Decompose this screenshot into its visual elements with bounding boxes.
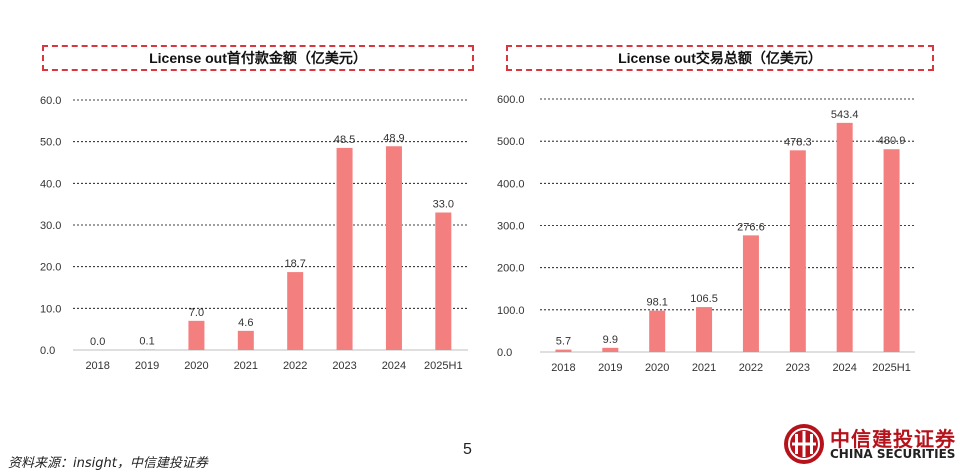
upfront-payment-data-label: 33.0 bbox=[433, 199, 454, 211]
total-deal-value-data-label: 480.9 bbox=[878, 135, 906, 147]
right-chart-title: License out交易总额（亿美元） bbox=[506, 45, 934, 71]
upfront-payment-x-tick-label: 2025H1 bbox=[424, 360, 463, 372]
left-chart-title: License out首付款金额（亿美元） bbox=[42, 45, 474, 71]
total-deal-value-bar bbox=[883, 149, 900, 352]
upfront-payment-x-tick-label: 2020 bbox=[184, 360, 208, 372]
total-deal-value-data-label: 5.7 bbox=[556, 336, 571, 348]
source-footnote: 资料来源：insight，中信建投证券 bbox=[8, 456, 208, 471]
upfront-payment-bar bbox=[287, 272, 304, 350]
china-securities-logo-mark-icon bbox=[784, 424, 824, 464]
upfront-payment-x-tick-label: 2021 bbox=[234, 360, 258, 372]
total-deal-value-bar bbox=[836, 122, 853, 352]
total-deal-value-bar bbox=[742, 235, 759, 352]
upfront-payment-data-label: 48.5 bbox=[334, 134, 355, 146]
upfront-payment-y-tick-label: 10.0 bbox=[40, 303, 61, 315]
upfront-payment-y-tick-label: 30.0 bbox=[40, 220, 61, 232]
upfront-payment-y-tick-label: 60.0 bbox=[40, 95, 61, 107]
total-deal-value-bar bbox=[696, 307, 713, 352]
brand-name-en: CHINA SECURITIES bbox=[830, 447, 956, 461]
upfront-payment-data-label: 0.1 bbox=[139, 336, 154, 348]
upfront-payment-data-label: 18.7 bbox=[284, 258, 305, 270]
total-deal-value-y-tick-label: 0.0 bbox=[497, 347, 512, 359]
upfront-payment-data-label: 48.9 bbox=[383, 132, 404, 144]
upfront-payment-data-label: 4.6 bbox=[238, 317, 253, 329]
upfront-payment-y-tick-label: 50.0 bbox=[40, 137, 61, 149]
total-deal-value-bar bbox=[649, 310, 666, 352]
total-deal-value-y-tick-label: 400.0 bbox=[497, 178, 525, 190]
upfront-payment-data-label: 7.0 bbox=[189, 307, 204, 319]
total-deal-value-x-tick-label: 2020 bbox=[645, 362, 669, 374]
total-deal-value-x-tick-label: 2018 bbox=[551, 362, 575, 374]
total-deal-value-data-label: 9.9 bbox=[603, 334, 618, 346]
total-deal-value-x-tick-label: 2022 bbox=[739, 362, 763, 374]
total-deal-value-bar bbox=[602, 347, 619, 352]
total-deal-value-x-tick-label: 2024 bbox=[832, 362, 856, 374]
total-deal-value-x-tick-label: 2025H1 bbox=[872, 362, 911, 374]
upfront-payment-bar bbox=[336, 147, 353, 350]
upfront-payment-y-tick-label: 20.0 bbox=[40, 262, 61, 274]
total-deal-value-y-tick-label: 100.0 bbox=[497, 305, 525, 317]
total-deal-value-data-label: 543.4 bbox=[831, 109, 859, 121]
upfront-payment-bar bbox=[385, 146, 402, 350]
page-number: 5 bbox=[463, 441, 472, 458]
total-deal-value-y-tick-label: 600.0 bbox=[497, 94, 525, 106]
total-deal-value-x-tick-label: 2023 bbox=[786, 362, 810, 374]
upfront-payment-data-label: 0.0 bbox=[90, 336, 105, 348]
total-deal-value-bar bbox=[789, 150, 806, 352]
total-deal-value-y-tick-label: 500.0 bbox=[497, 136, 525, 148]
total-deal-value-data-label: 106.5 bbox=[690, 293, 718, 305]
upfront-payment-x-tick-label: 2018 bbox=[85, 360, 109, 372]
total-deal-value-data-label: 478.3 bbox=[784, 136, 812, 148]
upfront-payment-y-tick-label: 40.0 bbox=[40, 178, 61, 190]
total-deal-value-data-label: 276.6 bbox=[737, 221, 765, 233]
upfront-payment-bar bbox=[237, 330, 254, 350]
total-deal-value-y-tick-label: 200.0 bbox=[497, 263, 525, 275]
upfront-payment-bar-chart: 0.0 10.0 20.0 30.0 40.0 50.0 60.0 0.0 2018 0.1 201… bbox=[40, 95, 468, 372]
upfront-payment-x-tick-label: 2024 bbox=[382, 360, 406, 372]
total-deal-value-x-tick-label: 2019 bbox=[598, 362, 622, 374]
total-deal-value-bar-chart: 0.0 100.0 200.0 300.0 400.0 500.0 600.0 5.7 2018… bbox=[497, 94, 915, 374]
upfront-payment-x-tick-label: 2022 bbox=[283, 360, 307, 372]
total-deal-value-x-tick-label: 2021 bbox=[692, 362, 716, 374]
upfront-payment-bar bbox=[435, 212, 452, 350]
brand-name-cn: 中信建投证券 bbox=[830, 429, 956, 451]
total-deal-value-y-tick-label: 300.0 bbox=[497, 221, 525, 233]
total-deal-value-bar bbox=[555, 349, 572, 352]
upfront-payment-x-tick-label: 2019 bbox=[135, 360, 159, 372]
china-securities-logo: 中信建投证券 CHINA SECURITIES bbox=[782, 420, 958, 468]
upfront-payment-y-tick-label: 0.0 bbox=[40, 345, 55, 357]
upfront-payment-x-tick-label: 2023 bbox=[332, 360, 356, 372]
upfront-payment-bar bbox=[188, 320, 205, 350]
total-deal-value-data-label: 98.1 bbox=[646, 297, 667, 309]
